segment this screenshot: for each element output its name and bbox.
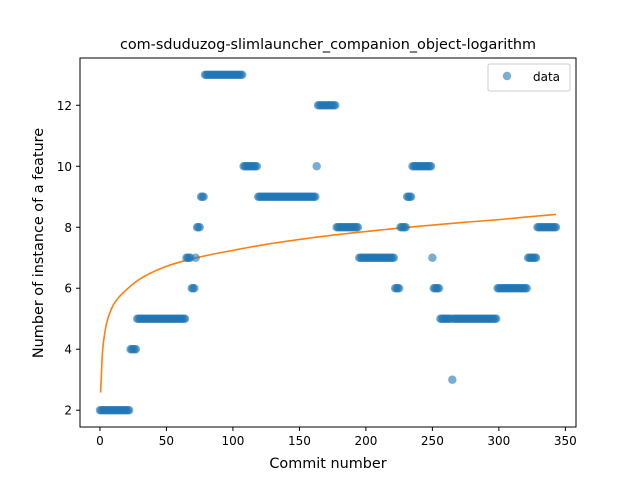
x-tick-label: 250	[421, 434, 444, 448]
x-tick-label: 200	[354, 434, 377, 448]
data-point	[389, 253, 399, 262]
data-point	[448, 375, 457, 384]
data-point	[191, 253, 200, 262]
fit-layer	[99, 213, 557, 393]
data-point	[394, 284, 404, 293]
data-point	[426, 162, 436, 171]
legend-label-data: data	[533, 70, 560, 84]
data-point	[406, 192, 416, 201]
data-point	[353, 223, 363, 232]
x-tick-label: 50	[159, 434, 174, 448]
data-point	[238, 70, 247, 79]
data-point	[428, 253, 437, 262]
data-point	[311, 192, 320, 201]
legend: data	[487, 63, 571, 92]
fit-curve	[99, 213, 557, 393]
data-point	[190, 284, 199, 293]
y-tick-label: 12	[57, 99, 72, 113]
data-point	[125, 406, 134, 415]
data-point	[492, 314, 501, 323]
x-tick-layer: 0 50 100 150 200 250 300 350	[96, 427, 577, 448]
points-layer	[95, 70, 561, 415]
data-point	[401, 223, 410, 232]
data-point	[180, 314, 190, 323]
x-tick-label: 300	[487, 434, 510, 448]
x-tick-label: 150	[288, 434, 311, 448]
y-tick-label: 8	[64, 221, 72, 235]
data-point	[551, 223, 561, 232]
plot-area	[95, 70, 561, 415]
x-axis-label: Commit number	[269, 456, 386, 472]
data-point	[131, 345, 141, 354]
y-axis-label: Number of instance of a feature	[31, 128, 47, 358]
legend-box	[487, 63, 571, 92]
y-tick-label: 10	[57, 160, 72, 174]
chart-title: com-sduduzog-slimlauncher_companion_obje…	[120, 37, 536, 53]
x-tick-label: 350	[554, 434, 577, 448]
data-point	[531, 253, 541, 262]
x-tick-label: 0	[96, 434, 104, 448]
data-point	[434, 284, 444, 293]
data-point	[199, 192, 208, 201]
y-tick-layer: 2 4 6 8 10 12	[57, 99, 80, 418]
data-point	[522, 284, 531, 293]
data-point	[312, 162, 321, 171]
data-point	[252, 162, 262, 171]
y-tick-label: 4	[64, 343, 72, 357]
y-tick-label: 6	[64, 282, 72, 296]
axes-frame	[79, 57, 577, 428]
x-tick-label: 100	[221, 434, 244, 448]
legend-marker-data	[502, 71, 512, 81]
y-tick-label: 2	[64, 404, 72, 418]
data-point	[195, 223, 204, 232]
data-point	[331, 101, 340, 110]
